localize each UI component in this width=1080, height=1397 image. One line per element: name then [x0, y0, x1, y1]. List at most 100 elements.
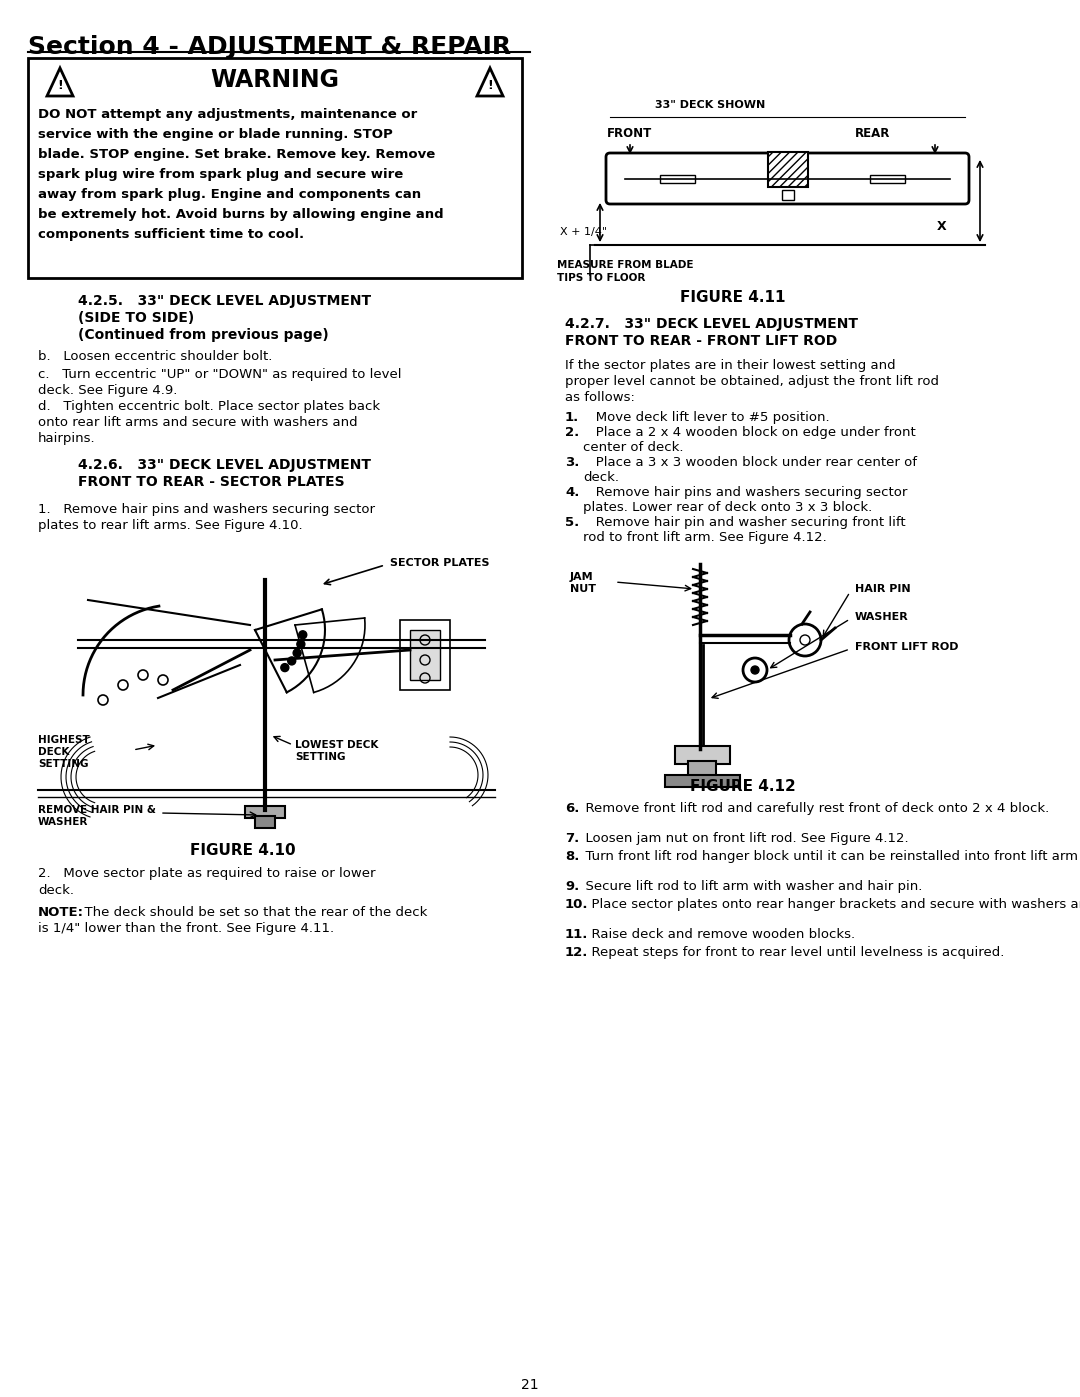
Text: MEASURE FROM BLADE: MEASURE FROM BLADE	[557, 260, 693, 270]
Text: 9.: 9.	[565, 880, 579, 893]
Text: deck.: deck.	[583, 471, 619, 483]
Text: WARNING: WARNING	[211, 68, 339, 92]
Text: LOWEST DECK: LOWEST DECK	[295, 740, 378, 750]
Text: 4.2.5.   33" DECK LEVEL ADJUSTMENT: 4.2.5. 33" DECK LEVEL ADJUSTMENT	[78, 293, 372, 307]
Text: c.   Turn eccentric "UP" or "DOWN" as required to level: c. Turn eccentric "UP" or "DOWN" as requ…	[38, 367, 402, 381]
Text: FRONT TO REAR - SECTOR PLATES: FRONT TO REAR - SECTOR PLATES	[78, 475, 345, 489]
Circle shape	[751, 666, 759, 673]
Text: FRONT: FRONT	[607, 127, 652, 140]
Text: SECTOR PLATES: SECTOR PLATES	[390, 557, 489, 569]
Text: !: !	[487, 78, 492, 92]
Circle shape	[293, 650, 301, 657]
Text: Secure lift rod to lift arm with washer and hair pin.: Secure lift rod to lift arm with washer …	[577, 880, 922, 893]
Text: b.   Loosen eccentric shoulder bolt.: b. Loosen eccentric shoulder bolt.	[38, 351, 272, 363]
Text: blade. STOP engine. Set brake. Remove key. Remove: blade. STOP engine. Set brake. Remove ke…	[38, 148, 435, 161]
Text: JAM
NUT: JAM NUT	[570, 571, 596, 594]
Text: DO NOT attempt any adjustments, maintenance or: DO NOT attempt any adjustments, maintena…	[38, 108, 417, 122]
Text: X + 1/4": X + 1/4"	[561, 226, 607, 237]
Text: Remove hair pin and washer securing front lift: Remove hair pin and washer securing fron…	[583, 515, 906, 529]
FancyBboxPatch shape	[606, 154, 969, 204]
Circle shape	[297, 640, 305, 648]
Text: spark plug wire from spark plug and secure wire: spark plug wire from spark plug and secu…	[38, 168, 403, 182]
Text: REMOVE HAIR PIN &: REMOVE HAIR PIN &	[38, 805, 156, 814]
Bar	[255, 816, 275, 828]
Text: Remove hair pins and washers securing sector: Remove hair pins and washers securing se…	[583, 486, 907, 499]
Text: SETTING: SETTING	[38, 759, 89, 768]
Text: deck. See Figure 4.9.: deck. See Figure 4.9.	[38, 384, 177, 397]
Text: HIGHEST: HIGHEST	[38, 735, 90, 745]
Circle shape	[299, 631, 307, 638]
Bar	[245, 806, 285, 819]
Text: d.   Tighten eccentric bolt. Place sector plates back: d. Tighten eccentric bolt. Place sector …	[38, 400, 380, 414]
Text: SETTING: SETTING	[295, 752, 346, 761]
Text: hairpins.: hairpins.	[38, 432, 96, 446]
Text: FIGURE 4.10: FIGURE 4.10	[190, 842, 296, 858]
Text: The deck should be set so that the rear of the deck: The deck should be set so that the rear …	[76, 907, 428, 919]
Bar	[782, 190, 794, 200]
Text: Remove front lift rod and carefully rest front of deck onto 2 x 4 block.: Remove front lift rod and carefully rest…	[577, 802, 1050, 814]
Text: 33" DECK SHOWN: 33" DECK SHOWN	[654, 101, 766, 110]
Bar	[768, 152, 808, 187]
Text: 7.: 7.	[565, 833, 579, 845]
Text: Place a 3 x 3 wooden block under rear center of: Place a 3 x 3 wooden block under rear ce…	[583, 455, 917, 469]
Text: Section 4 - ADJUSTMENT & REPAIR: Section 4 - ADJUSTMENT & REPAIR	[28, 35, 511, 59]
Text: WASHER: WASHER	[855, 612, 908, 622]
Text: FIGURE 4.12: FIGURE 4.12	[690, 780, 796, 793]
Text: Place a 2 x 4 wooden block on edge under front: Place a 2 x 4 wooden block on edge under…	[583, 426, 916, 439]
Bar	[688, 761, 716, 777]
Text: REAR: REAR	[855, 127, 890, 140]
Text: 5.: 5.	[565, 515, 579, 529]
Text: rod to front lift arm. See Figure 4.12.: rod to front lift arm. See Figure 4.12.	[583, 531, 827, 543]
Text: components sufficient time to cool.: components sufficient time to cool.	[38, 228, 305, 242]
Text: DECK: DECK	[38, 747, 69, 757]
Text: plates. Lower rear of deck onto 3 x 3 block.: plates. Lower rear of deck onto 3 x 3 bl…	[583, 502, 873, 514]
Text: proper level cannot be obtained, adjust the front lift rod: proper level cannot be obtained, adjust …	[565, 374, 939, 388]
Text: 8.: 8.	[565, 849, 579, 863]
Text: X: X	[937, 219, 947, 233]
Text: Turn front lift rod hanger block until it can be reinstalled into front lift arm: Turn front lift rod hanger block until i…	[577, 849, 1080, 863]
Text: 3.: 3.	[565, 455, 579, 469]
Text: Raise deck and remove wooden blocks.: Raise deck and remove wooden blocks.	[583, 928, 855, 942]
Text: 4.2.6.   33" DECK LEVEL ADJUSTMENT: 4.2.6. 33" DECK LEVEL ADJUSTMENT	[78, 458, 372, 472]
Polygon shape	[477, 68, 503, 96]
Text: 4.2.7.   33" DECK LEVEL ADJUSTMENT: 4.2.7. 33" DECK LEVEL ADJUSTMENT	[565, 317, 858, 331]
Bar	[660, 175, 696, 183]
Text: deck.: deck.	[38, 884, 75, 897]
Text: (Continued from previous page): (Continued from previous page)	[78, 328, 328, 342]
Bar	[410, 630, 440, 680]
Text: 11.: 11.	[565, 928, 589, 942]
Text: Repeat steps for front to rear level until levelness is acquired.: Repeat steps for front to rear level unt…	[583, 946, 1004, 958]
Text: NOTE:: NOTE:	[38, 907, 84, 919]
Text: TIPS TO FLOOR: TIPS TO FLOOR	[557, 272, 646, 284]
Polygon shape	[48, 68, 73, 96]
Text: Place sector plates onto rear hanger brackets and secure with washers and hair p: Place sector plates onto rear hanger bra…	[583, 898, 1080, 911]
Text: FRONT LIFT ROD: FRONT LIFT ROD	[855, 643, 959, 652]
Text: 6.: 6.	[565, 802, 579, 814]
Text: center of deck.: center of deck.	[583, 441, 684, 454]
Text: 4.: 4.	[565, 486, 579, 499]
Text: service with the engine or blade running. STOP: service with the engine or blade running…	[38, 129, 393, 141]
Text: plates to rear lift arms. See Figure 4.10.: plates to rear lift arms. See Figure 4.1…	[38, 520, 302, 532]
Text: 10.: 10.	[565, 898, 589, 911]
Text: 12.: 12.	[565, 946, 589, 958]
Text: Loosen jam nut on front lift rod. See Figure 4.12.: Loosen jam nut on front lift rod. See Fi…	[577, 833, 908, 845]
Text: If the sector plates are in their lowest setting and: If the sector plates are in their lowest…	[565, 359, 895, 372]
Text: FIGURE 4.11: FIGURE 4.11	[680, 291, 785, 305]
Text: 1.   Remove hair pins and washers securing sector: 1. Remove hair pins and washers securing…	[38, 503, 375, 515]
Bar	[400, 620, 450, 690]
Text: onto rear lift arms and secure with washers and: onto rear lift arms and secure with wash…	[38, 416, 357, 429]
Circle shape	[281, 664, 288, 672]
Bar	[28, 59, 522, 278]
Text: WASHER: WASHER	[38, 817, 89, 827]
Text: is 1/4" lower than the front. See Figure 4.11.: is 1/4" lower than the front. See Figure…	[38, 922, 334, 935]
Text: !: !	[57, 78, 63, 92]
Text: 2.   Move sector plate as required to raise or lower: 2. Move sector plate as required to rais…	[38, 868, 376, 880]
Text: away from spark plug. Engine and components can: away from spark plug. Engine and compone…	[38, 189, 421, 201]
Bar	[665, 775, 740, 787]
Bar	[870, 175, 905, 183]
Circle shape	[287, 657, 296, 665]
Text: 21: 21	[522, 1377, 539, 1391]
Text: 1.: 1.	[565, 411, 579, 425]
Text: HAIR PIN: HAIR PIN	[855, 584, 910, 594]
Text: Move deck lift lever to #5 position.: Move deck lift lever to #5 position.	[583, 411, 829, 425]
